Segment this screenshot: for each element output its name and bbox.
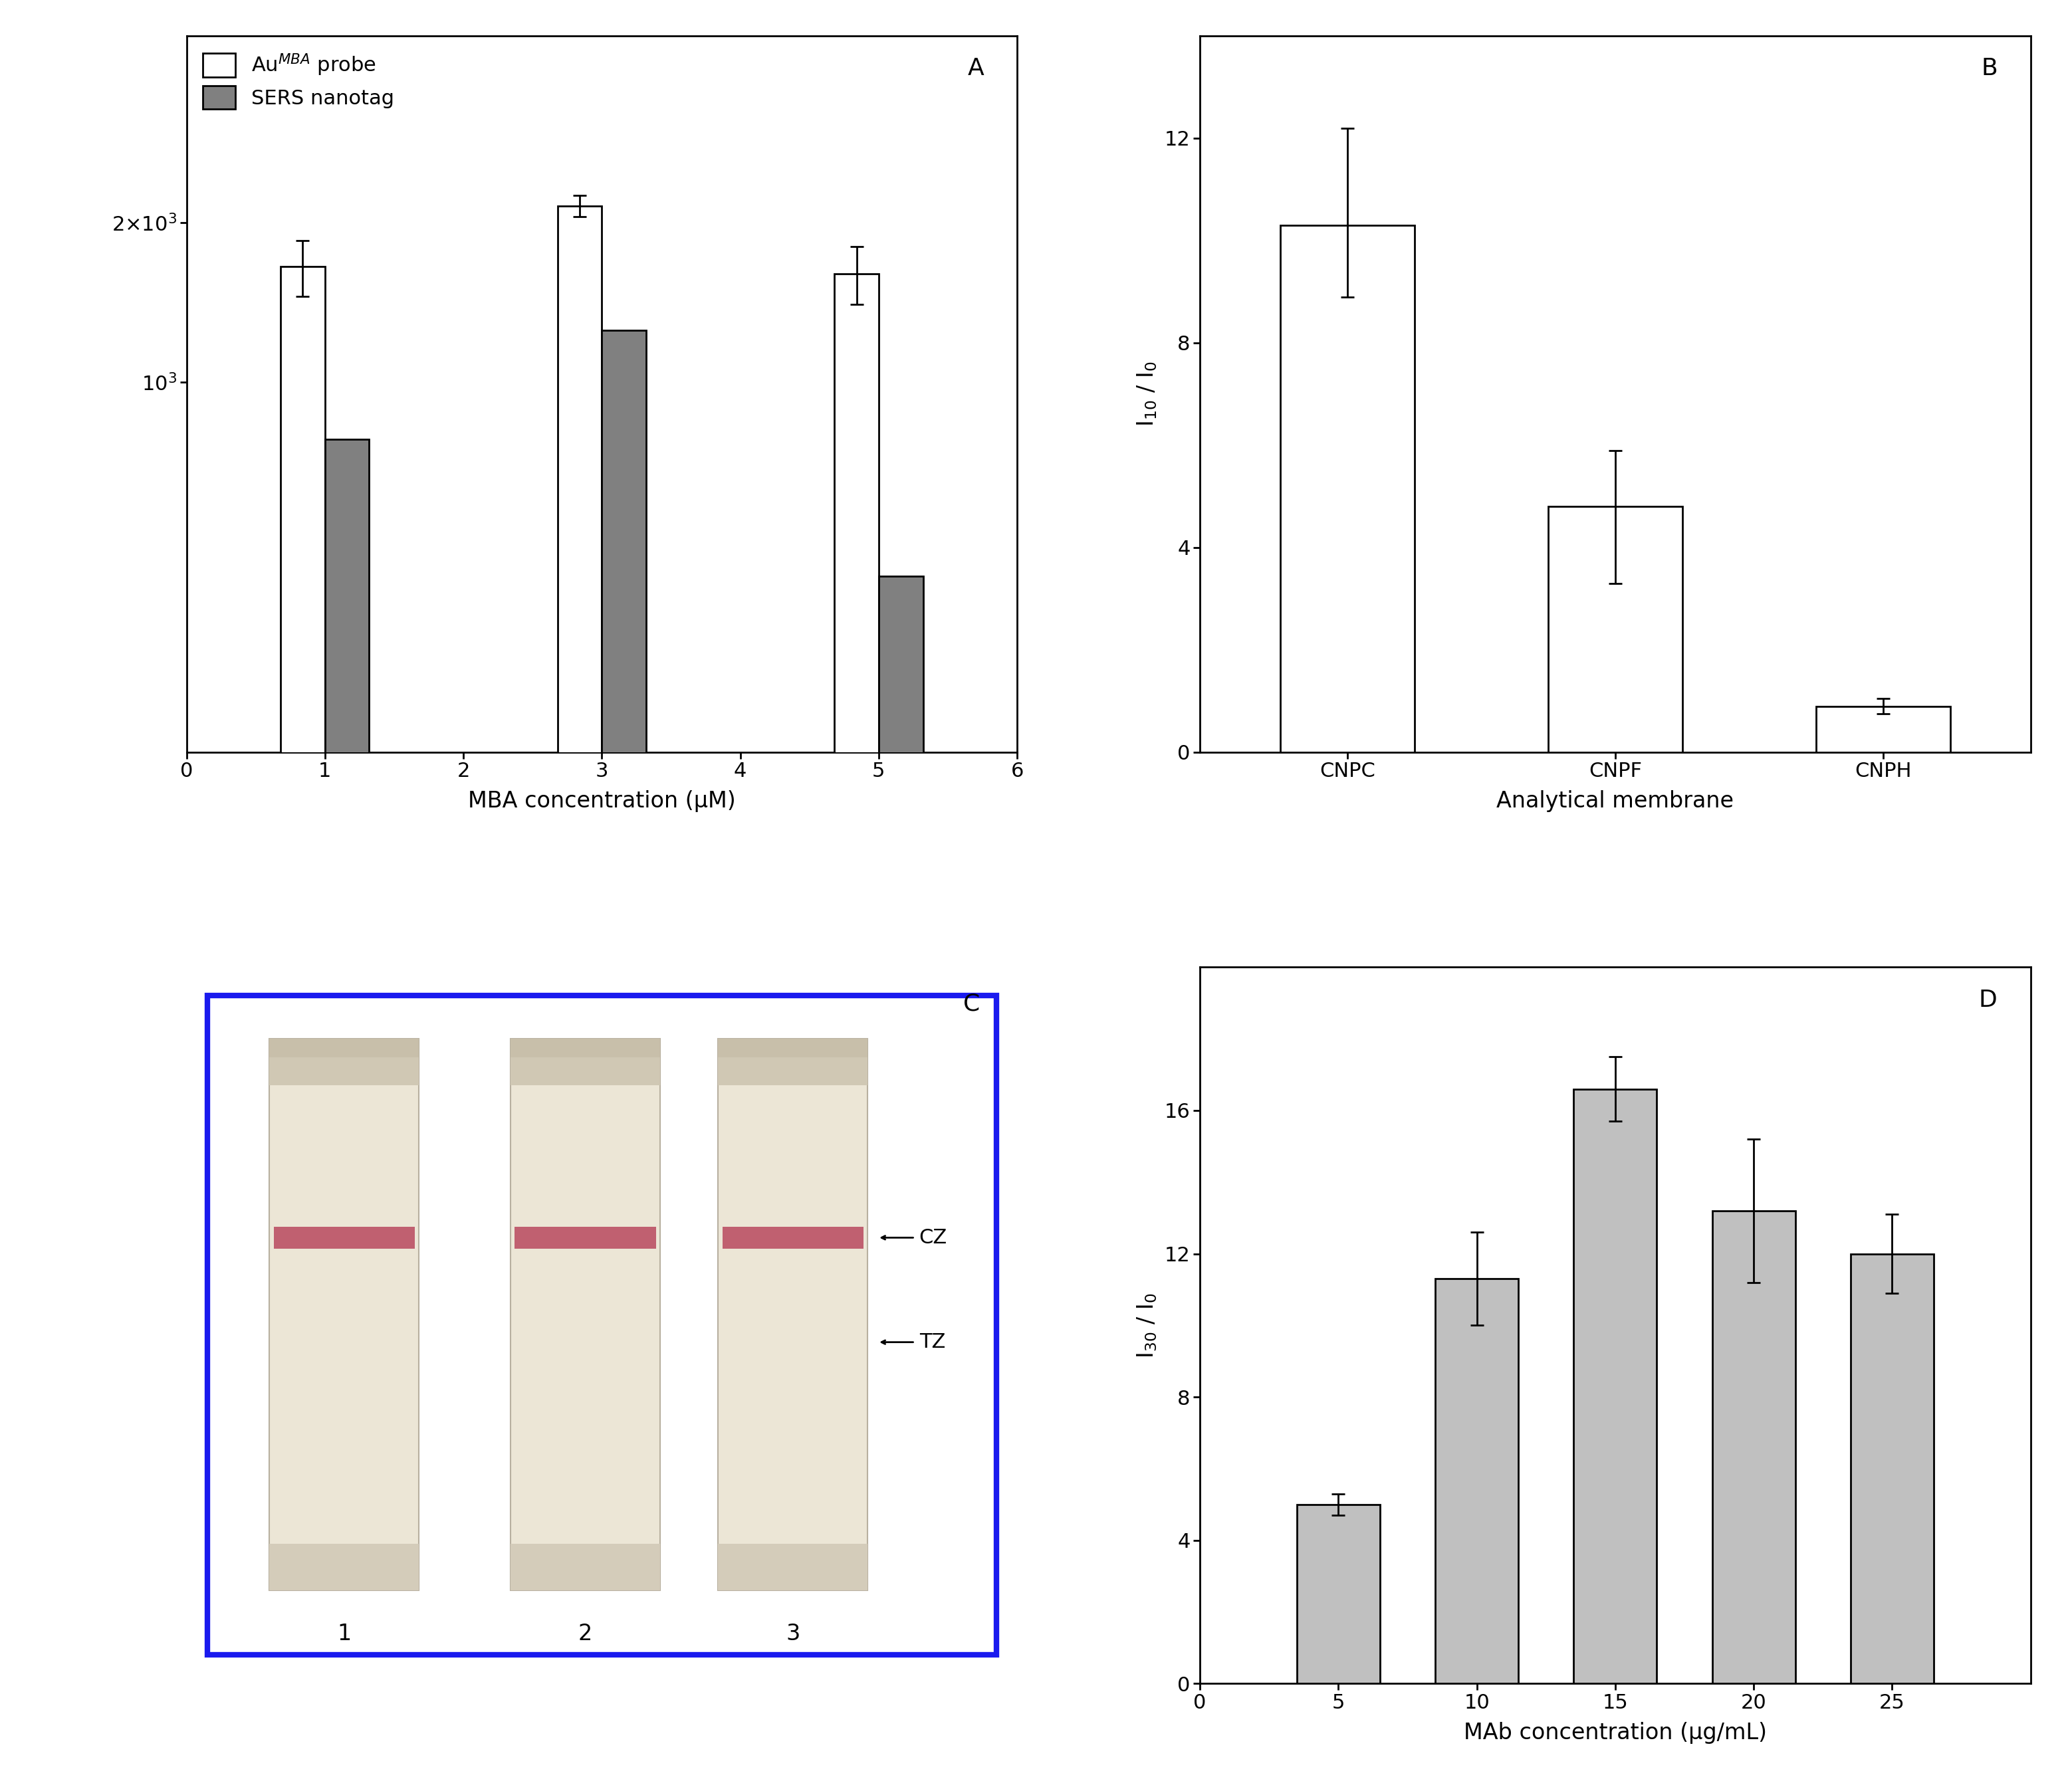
Text: C: C	[963, 992, 980, 1015]
Bar	[1711, 1211, 1794, 1684]
Bar	[557, 206, 601, 1791]
Bar	[723, 1227, 864, 1248]
Bar	[510, 1544, 661, 1590]
Text: 3: 3	[785, 1623, 800, 1644]
Bar	[719, 1039, 868, 1057]
Bar	[601, 331, 646, 1791]
X-axis label: Analytical membrane: Analytical membrane	[1496, 790, 1734, 813]
Text: D: D	[1979, 989, 1997, 1012]
Y-axis label: I$_{30}$ / I$_0$: I$_{30}$ / I$_0$	[1135, 1293, 1158, 1358]
Bar	[1575, 1089, 1658, 1684]
Text: 2: 2	[578, 1623, 593, 1644]
Bar	[719, 1544, 868, 1590]
Text: 1: 1	[338, 1623, 352, 1644]
Bar	[510, 1039, 661, 1057]
Bar	[514, 1227, 657, 1248]
Bar	[274, 1227, 414, 1248]
Bar	[1548, 507, 1682, 752]
Legend: Au$^{MBA}$ probe, SERS nanotag: Au$^{MBA}$ probe, SERS nanotag	[195, 45, 402, 118]
Bar	[269, 1039, 419, 1057]
Text: TZ: TZ	[920, 1333, 945, 1352]
Bar	[510, 1039, 661, 1590]
Bar	[1280, 226, 1415, 752]
X-axis label: MAb concentration (μg/mL): MAb concentration (μg/mL)	[1463, 1721, 1767, 1744]
Bar	[269, 1039, 419, 1590]
Bar	[879, 577, 922, 1791]
Text: B: B	[1981, 57, 1997, 81]
Bar	[280, 267, 325, 1791]
Bar	[719, 1039, 868, 1085]
Bar	[719, 1039, 868, 1590]
Bar	[1436, 1279, 1519, 1684]
Bar	[1817, 706, 1950, 752]
Bar	[269, 1544, 419, 1590]
Bar	[1850, 1254, 1933, 1684]
Bar	[1297, 1504, 1380, 1684]
Bar	[510, 1039, 661, 1085]
X-axis label: MBA concentration (μM): MBA concentration (μM)	[468, 790, 736, 813]
Y-axis label: I$_{10}$ / I$_0$: I$_{10}$ / I$_0$	[1135, 362, 1158, 426]
Text: A: A	[968, 57, 984, 81]
Text: CZ: CZ	[920, 1229, 947, 1247]
Bar	[835, 274, 879, 1791]
Bar	[269, 1039, 419, 1085]
Bar	[325, 439, 369, 1791]
